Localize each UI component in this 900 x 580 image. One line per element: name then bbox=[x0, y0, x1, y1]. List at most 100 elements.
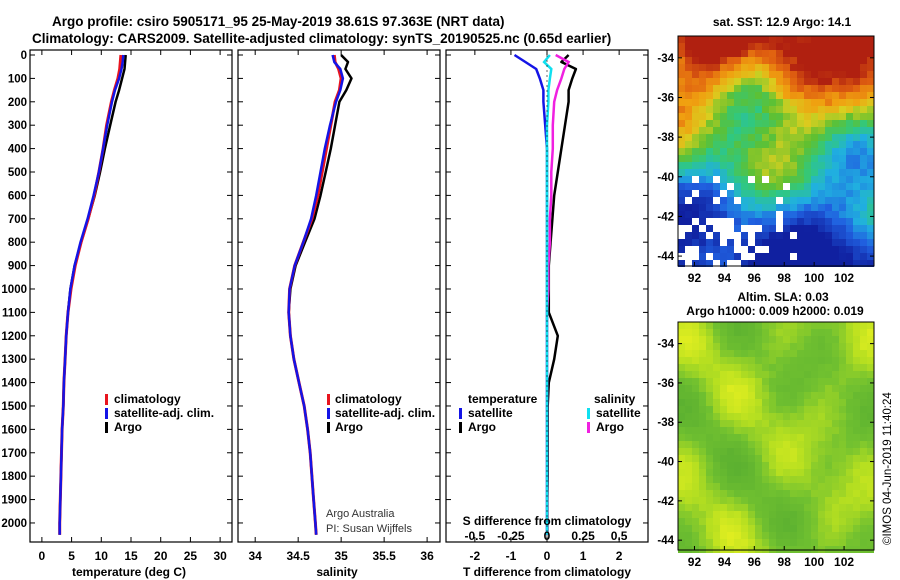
sla-cell bbox=[811, 476, 818, 483]
sst-cell bbox=[734, 197, 741, 204]
sla-cell bbox=[776, 434, 783, 441]
sla-cell bbox=[748, 364, 755, 371]
sla-cell bbox=[790, 420, 797, 427]
sla-cell bbox=[706, 420, 713, 427]
sst-cell bbox=[678, 113, 685, 120]
sst-cell bbox=[699, 239, 706, 246]
sst-cell bbox=[685, 183, 692, 190]
sst-cell bbox=[783, 253, 790, 260]
salinity-legend: climatology satellite-adj. clim. Argo bbox=[327, 392, 435, 434]
sla-cell bbox=[846, 406, 853, 413]
sst-cell bbox=[699, 85, 706, 92]
sla-cell bbox=[853, 427, 860, 434]
sla-cell bbox=[839, 525, 846, 532]
sst-cell bbox=[839, 232, 846, 239]
sst-cell bbox=[832, 92, 839, 99]
sla-cell bbox=[713, 518, 720, 525]
sla-cell bbox=[706, 413, 713, 420]
sla-cell bbox=[727, 392, 734, 399]
sla-cell bbox=[734, 343, 741, 350]
sst-cell bbox=[769, 169, 776, 176]
sla-cell bbox=[762, 448, 769, 455]
sla-cell bbox=[706, 476, 713, 483]
sla-cell bbox=[832, 357, 839, 364]
sst-cell bbox=[811, 204, 818, 211]
sla-cell bbox=[811, 392, 818, 399]
sst-cell bbox=[839, 155, 846, 162]
sst-cell bbox=[776, 190, 783, 197]
sla-cell bbox=[699, 420, 706, 427]
sst-cell bbox=[790, 155, 797, 162]
sla-cell bbox=[860, 392, 867, 399]
sla-cell bbox=[706, 469, 713, 476]
sla-cell bbox=[692, 532, 699, 539]
sst-cell bbox=[783, 183, 790, 190]
sla-cell bbox=[734, 434, 741, 441]
sst-cell bbox=[727, 36, 734, 43]
sst-cell bbox=[839, 64, 846, 71]
sla-cell bbox=[748, 476, 755, 483]
sla-cell bbox=[783, 343, 790, 350]
sla-cell bbox=[692, 350, 699, 357]
sst-cell bbox=[853, 99, 860, 106]
sla-cell bbox=[825, 490, 832, 497]
sst-cell bbox=[685, 57, 692, 64]
sst-cell bbox=[720, 64, 727, 71]
sst-cell bbox=[699, 120, 706, 127]
sla-cell bbox=[692, 406, 699, 413]
legend-s-satellite-label: satellite bbox=[596, 406, 641, 420]
sst-cell bbox=[762, 148, 769, 155]
sla-cell bbox=[839, 357, 846, 364]
sst-cell bbox=[734, 246, 741, 253]
sla-cell bbox=[860, 329, 867, 336]
sla-cell bbox=[818, 525, 825, 532]
sla-cell bbox=[811, 399, 818, 406]
sst-cell bbox=[867, 120, 874, 127]
sla-cell bbox=[776, 483, 783, 490]
sst-cell bbox=[755, 204, 762, 211]
sla-cell bbox=[846, 511, 853, 518]
sla-cell bbox=[699, 448, 706, 455]
sla-cell bbox=[748, 497, 755, 504]
sla-cell bbox=[727, 525, 734, 532]
sla-cell bbox=[860, 462, 867, 469]
sla-cell bbox=[825, 364, 832, 371]
sst-cell bbox=[790, 141, 797, 148]
sst-cell bbox=[839, 50, 846, 57]
depth-tick-label: 1500 bbox=[1, 401, 27, 413]
sst-cell bbox=[839, 253, 846, 260]
sla-cell bbox=[685, 343, 692, 350]
legend-swatch-climatology bbox=[327, 394, 330, 405]
sst-cell bbox=[713, 78, 720, 85]
depth-tick-label: 600 bbox=[8, 190, 27, 202]
sst-cell bbox=[769, 106, 776, 113]
sla-cell bbox=[727, 357, 734, 364]
sla-cell bbox=[755, 504, 762, 511]
sst-cell bbox=[783, 99, 790, 106]
sst-cell bbox=[692, 225, 699, 232]
sst-cell bbox=[776, 253, 783, 260]
sst-cell bbox=[748, 246, 755, 253]
sst-cell bbox=[853, 169, 860, 176]
sla-cell bbox=[818, 448, 825, 455]
sla-cell bbox=[727, 364, 734, 371]
sla-cell bbox=[734, 427, 741, 434]
sst-cell bbox=[832, 176, 839, 183]
sla-cell bbox=[790, 357, 797, 364]
sst-cell bbox=[867, 176, 874, 183]
sla-cell bbox=[762, 350, 769, 357]
lon-tick-label: 102 bbox=[834, 271, 854, 285]
sla-cell bbox=[678, 357, 685, 364]
sla-cell bbox=[867, 469, 874, 476]
sst-cell bbox=[678, 155, 685, 162]
sla-cell bbox=[846, 329, 853, 336]
sla-cell bbox=[839, 427, 846, 434]
sla-cell bbox=[790, 350, 797, 357]
sst-cell bbox=[692, 239, 699, 246]
sla-cell bbox=[769, 427, 776, 434]
sla-cell bbox=[727, 441, 734, 448]
sst-cell bbox=[727, 120, 734, 127]
sst-cell bbox=[692, 92, 699, 99]
sla-cell bbox=[720, 406, 727, 413]
sla-cell bbox=[783, 385, 790, 392]
